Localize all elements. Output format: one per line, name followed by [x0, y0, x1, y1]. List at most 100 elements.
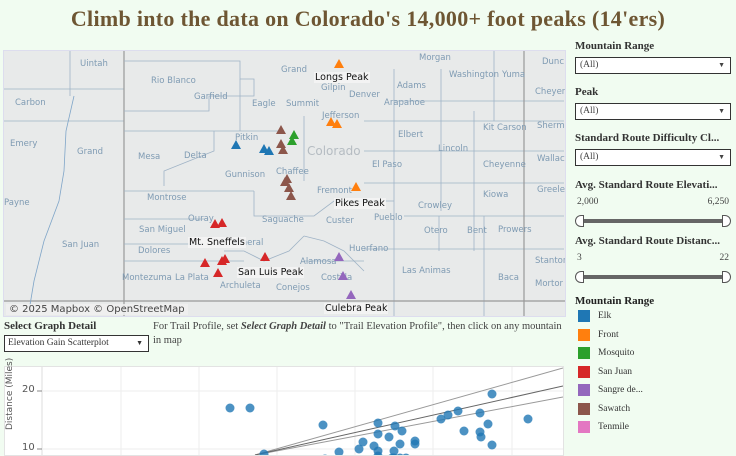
graph-detail-dropdown[interactable]: Elevation Gain Scatterplot ▼	[4, 335, 149, 352]
peak-marker-icon[interactable]	[210, 219, 220, 228]
elevation-max: 6,250	[707, 197, 729, 207]
data-point[interactable]	[389, 446, 399, 456]
distance-min-handle[interactable]	[575, 271, 584, 283]
county-label: Arapahoe	[384, 98, 425, 108]
peak-marker-icon[interactable]	[200, 258, 210, 267]
county-label: Baca	[498, 273, 519, 283]
peak-marker-icon[interactable]	[284, 183, 294, 192]
county-label: Rio Blanco	[151, 76, 196, 86]
y-tick-10: 10	[22, 442, 35, 453]
difficulty-filter-label: Standard Route Difficulty Cl...	[575, 132, 720, 144]
elevation-slider[interactable]	[575, 215, 731, 227]
county-label: La Plata	[175, 273, 209, 283]
data-point[interactable]	[225, 403, 235, 413]
peak-marker-icon[interactable]	[326, 117, 336, 126]
peak-marker-icon[interactable]	[260, 252, 270, 261]
distance-max-handle[interactable]	[722, 271, 731, 283]
data-point[interactable]	[397, 426, 407, 436]
county-label: Pitkin	[235, 133, 259, 143]
peak-dropdown[interactable]: (All) ▼	[575, 103, 731, 120]
data-point[interactable]	[334, 447, 344, 456]
peak-marker-icon[interactable]	[213, 268, 223, 277]
county-label: Mineral	[232, 238, 264, 248]
legend-label: Mosquito	[598, 348, 635, 359]
peak-marker-icon[interactable]	[289, 130, 299, 139]
data-point[interactable]	[410, 439, 420, 449]
peaks-map[interactable]: Uintah Rio Blanco Garfield Eagle Grand Summit…	[3, 50, 566, 317]
elevation-gain-scatterplot[interactable]	[4, 366, 564, 456]
data-point[interactable]	[373, 418, 383, 428]
peak-marker-icon[interactable]	[231, 140, 241, 149]
county-label: San Miguel	[139, 225, 186, 235]
legend-item[interactable]: Tenmile	[575, 418, 731, 437]
data-point[interactable]	[487, 389, 497, 399]
peak-value: (All)	[580, 106, 599, 116]
peak-marker-icon[interactable]	[351, 182, 361, 191]
data-point[interactable]	[358, 437, 368, 447]
slider-track	[581, 275, 725, 279]
county-label: Sherm	[537, 121, 565, 131]
data-point[interactable]	[459, 426, 469, 436]
data-point[interactable]	[436, 414, 446, 424]
data-point[interactable]	[453, 406, 463, 416]
difficulty-dropdown[interactable]: (All) ▼	[575, 149, 731, 166]
county-boundaries	[4, 51, 565, 316]
peak-marker-icon[interactable]	[217, 218, 227, 227]
county-label: Grand	[281, 65, 308, 75]
data-point[interactable]	[318, 420, 328, 430]
legend-item[interactable]: San Juan	[575, 363, 731, 382]
county-label: Otero	[424, 226, 448, 236]
mountain-range-filter-label: Mountain Range	[575, 40, 655, 52]
chevron-down-icon: ▼	[718, 153, 725, 161]
county-label: Grand	[77, 147, 104, 157]
data-point[interactable]	[487, 440, 497, 450]
data-point[interactable]	[395, 439, 405, 449]
peak-marker-icon[interactable]	[276, 139, 286, 148]
legend-item[interactable]: Mosquito	[575, 344, 731, 363]
peak-marker-icon[interactable]	[334, 252, 344, 261]
data-point[interactable]	[475, 408, 485, 418]
county-label: Garfield	[194, 92, 228, 102]
distance-min: 3	[577, 253, 582, 263]
county-label: Gilpin	[321, 83, 346, 93]
data-point[interactable]	[259, 449, 269, 456]
elevation-min-handle[interactable]	[575, 215, 584, 227]
data-point[interactable]	[476, 432, 486, 442]
peak-marker-icon[interactable]	[278, 145, 288, 154]
peak-marker-icon[interactable]	[338, 271, 348, 280]
peak-marker-icon[interactable]	[220, 254, 230, 263]
peak-marker-icon[interactable]	[287, 136, 297, 145]
legend-item[interactable]: Front	[575, 326, 731, 345]
elevation-max-handle[interactable]	[722, 215, 731, 227]
peak-marker-icon[interactable]	[332, 119, 342, 128]
legend-item[interactable]: Sangre de...	[575, 381, 731, 400]
peak-marker-icon[interactable]	[276, 125, 286, 134]
peak-marker-icon[interactable]	[346, 290, 356, 299]
peak-marker-icon[interactable]	[264, 146, 274, 155]
data-point[interactable]	[390, 421, 400, 431]
data-point[interactable]	[245, 403, 255, 413]
peak-marker-icon[interactable]	[334, 59, 344, 68]
data-point[interactable]	[384, 432, 394, 442]
county-label: Mesa	[138, 152, 161, 162]
data-point[interactable]	[443, 410, 453, 420]
legend-item[interactable]: Sawatch	[575, 400, 731, 419]
filter-panel: Mountain Range (All) ▼ Peak (All) ▼ Stan…	[575, 40, 731, 437]
distance-slider[interactable]	[575, 271, 731, 283]
data-point[interactable]	[483, 419, 493, 429]
color-swatch	[578, 421, 590, 434]
county-label: Delta	[184, 151, 207, 161]
mountain-range-dropdown[interactable]: (All) ▼	[575, 57, 731, 74]
data-point[interactable]	[373, 429, 383, 439]
peak-marker-icon[interactable]	[282, 174, 292, 183]
color-swatch	[578, 310, 590, 323]
data-point[interactable]	[354, 444, 364, 454]
map-attribution[interactable]: © 2025 Mapbox © OpenStreetMap	[6, 304, 188, 315]
county-label: Lincoln	[438, 144, 469, 154]
county-label: Denver	[349, 90, 380, 100]
legend-item[interactable]: Elk	[575, 307, 731, 326]
data-point[interactable]	[321, 454, 330, 456]
peak-marker-icon[interactable]	[286, 191, 296, 200]
data-point[interactable]	[523, 414, 533, 424]
county-label: Adams	[397, 81, 426, 91]
